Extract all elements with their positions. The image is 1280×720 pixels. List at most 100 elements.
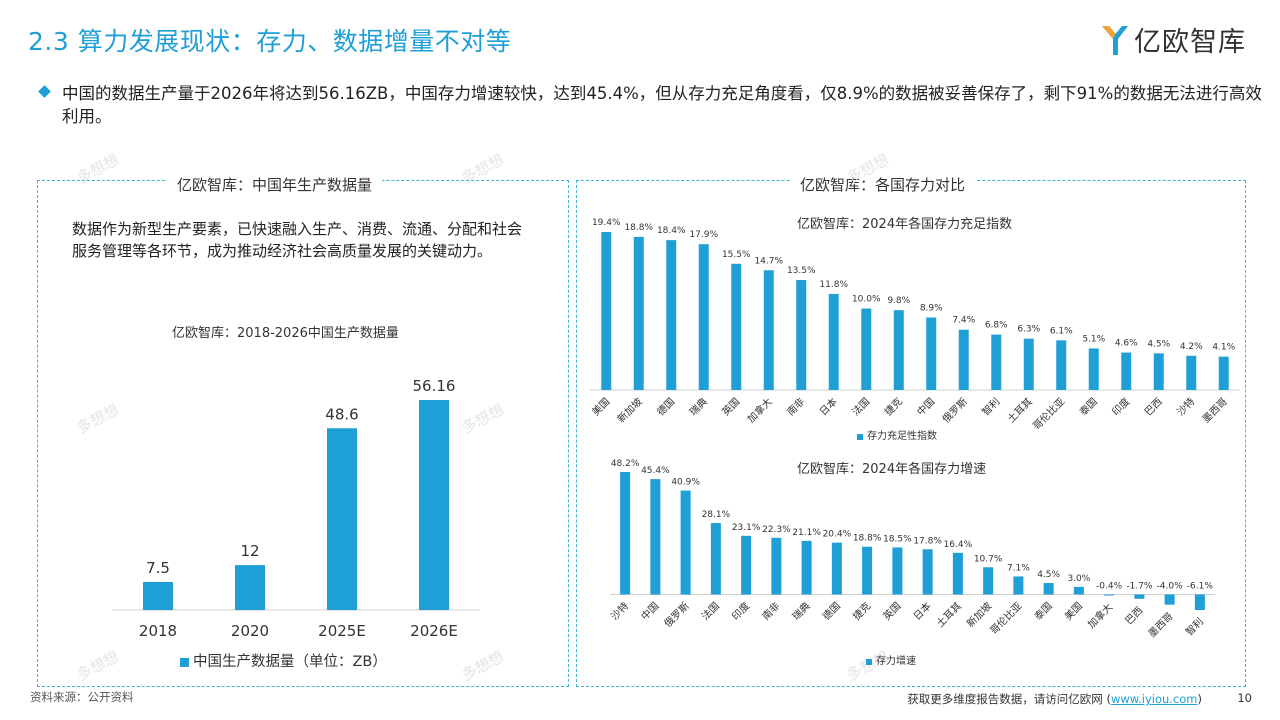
chart-1-title: 亿欧智库：2018-2026中国生产数据量: [172, 326, 399, 341]
adequacy-value-label: 4.5%: [1147, 339, 1170, 349]
adequacy-legend-swatch: [857, 434, 863, 440]
growth-value-label: 7.1%: [1007, 563, 1030, 573]
growth-category-label: 土耳其: [934, 599, 964, 629]
growth-category-label: 法国: [699, 599, 722, 622]
growth-bar: [952, 552, 963, 595]
chart-3-title: 亿欧智库：2024年各国存力增速: [797, 462, 987, 477]
adequacy-value-label: 5.1%: [1082, 334, 1105, 344]
adequacy-category-label: 土耳其: [1004, 395, 1034, 425]
left-panel-description: 数据作为新型生产要素，已快速融入生产、消费、流通、分配和社会服务管理等各环节，成…: [72, 220, 523, 260]
adequacy-value-label: 15.5%: [722, 250, 751, 260]
growth-category-label: 加拿大: [1085, 600, 1115, 630]
growth-category-label: 捷克: [850, 599, 873, 622]
adequacy-value-label: 19.4%: [592, 218, 621, 228]
growth-value-label: -4.0%: [1157, 581, 1184, 591]
growth-bar: [650, 479, 661, 595]
page-title: 2.3 算力发展现状：存力、数据增量不对等: [28, 27, 512, 56]
growth-category-label: 中国: [638, 599, 661, 622]
growth-value-label: 18.5%: [883, 534, 912, 544]
source-note: 资料来源：公开资料: [30, 690, 134, 704]
adequacy-bar: [1218, 356, 1229, 390]
growth-bar: [1194, 594, 1205, 610]
adequacy-category-label: 哥伦比亚: [1030, 395, 1067, 432]
data-volume-category-label: 2018: [139, 622, 177, 640]
adequacy-category-label: 俄罗斯: [939, 395, 969, 425]
adequacy-bar: [698, 244, 709, 390]
growth-category-label: 美国: [1062, 599, 1085, 622]
growth-bar: [771, 537, 782, 595]
growth-bar: [1104, 594, 1115, 596]
data-volume-bar: [419, 400, 449, 610]
growth-category-label: 俄罗斯: [661, 599, 691, 629]
adequacy-category-label: 法国: [849, 395, 872, 418]
adequacy-category-label: 巴西: [1142, 396, 1165, 419]
footer-more: 获取更多维度报告数据，请访问亿欧网 (www.iyiou.com): [907, 691, 1202, 707]
adequacy-category-label: 墨西哥: [1200, 396, 1230, 426]
growth-value-label: -0.4%: [1096, 581, 1123, 591]
adequacy-legend-label: 存力充足性指数: [867, 429, 937, 442]
adequacy-value-label: 7.4%: [952, 316, 975, 326]
growth-value-label: 45.4%: [641, 466, 670, 476]
adequacy-value-label: 8.9%: [920, 304, 943, 314]
growth-bar: [1043, 583, 1054, 595]
growth-value-label: -6.1%: [1187, 581, 1214, 591]
growth-bar: [892, 547, 903, 595]
growth-bar: [1013, 576, 1024, 595]
growth-value-label: 20.4%: [823, 530, 852, 540]
growth-bar: [922, 549, 933, 595]
data-volume-legend-swatch: [180, 658, 189, 667]
growth-category-label: 日本: [910, 599, 933, 622]
adequacy-value-label: 13.5%: [787, 266, 816, 276]
adequacy-value-label: 14.7%: [754, 256, 783, 266]
data-volume-value-label: 48.6: [325, 405, 358, 423]
growth-value-label: 23.1%: [732, 523, 761, 533]
footer-link[interactable]: www.iyiou.com: [1110, 692, 1198, 706]
logo-text: 亿欧智库: [1134, 27, 1246, 58]
growth-category-label: 瑞典: [789, 599, 812, 622]
growth-bar: [862, 546, 873, 595]
logo-icon: [1102, 25, 1128, 55]
growth-category-label: 智利: [1183, 615, 1206, 638]
adequacy-bar: [991, 334, 1002, 390]
adequacy-bar: [828, 293, 839, 390]
adequacy-category-label: 智利: [979, 395, 1002, 418]
growth-value-label: 17.8%: [913, 536, 942, 546]
growth-bar: [620, 472, 631, 595]
growth-bar: [710, 523, 721, 595]
growth-value-label: 28.1%: [702, 510, 731, 520]
adequacy-value-label: 4.6%: [1115, 339, 1138, 349]
growth-value-label: 40.9%: [671, 478, 700, 488]
growth-value-label: 4.5%: [1037, 570, 1060, 580]
adequacy-bar: [1153, 353, 1164, 390]
adequacy-bar: [1186, 355, 1197, 390]
adequacy-category-label: 加拿大: [744, 395, 774, 425]
right-panel-title: 亿欧智库：各国存力对比: [790, 174, 976, 195]
adequacy-bar: [601, 232, 612, 390]
adequacy-value-label: 18.4%: [657, 226, 686, 236]
adequacy-value-label: 17.9%: [689, 230, 718, 240]
summary-bullet: 中国的数据生产量于2026年将达到56.16ZB，中国存力增速较快，达到45.4…: [38, 82, 1265, 128]
growth-value-label: 48.2%: [611, 459, 640, 469]
adequacy-category-label: 印度: [1109, 395, 1132, 418]
growth-value-label: 22.3%: [762, 525, 791, 535]
data-volume-legend-label: 中国生产数据量（单位：ZB）: [193, 653, 387, 670]
growth-category-label: 哥伦比亚: [987, 599, 1024, 636]
adequacy-bar: [1121, 352, 1132, 390]
adequacy-bar: [861, 308, 872, 390]
adequacy-category-label: 英国: [719, 395, 742, 418]
adequacy-category-label: 瑞典: [687, 395, 710, 418]
growth-category-label: 英国: [880, 599, 903, 622]
growth-value-label: 3.0%: [1067, 574, 1090, 584]
adequacy-category-label: 德国: [654, 395, 677, 418]
growth-category-label: 南非: [759, 599, 782, 622]
growth-category-label: 泰国: [1031, 599, 1054, 622]
data-volume-bar: [143, 581, 173, 610]
growth-category-label: 巴西: [1123, 604, 1146, 627]
growth-bar: [801, 540, 812, 595]
growth-category-label: 沙特: [609, 600, 632, 623]
footer-more-prefix: 获取更多维度报告数据，请访问亿欧网 (: [907, 692, 1111, 706]
adequacy-bar: [926, 317, 937, 390]
data-volume-bar: [327, 428, 357, 610]
adequacy-bar: [893, 310, 904, 390]
